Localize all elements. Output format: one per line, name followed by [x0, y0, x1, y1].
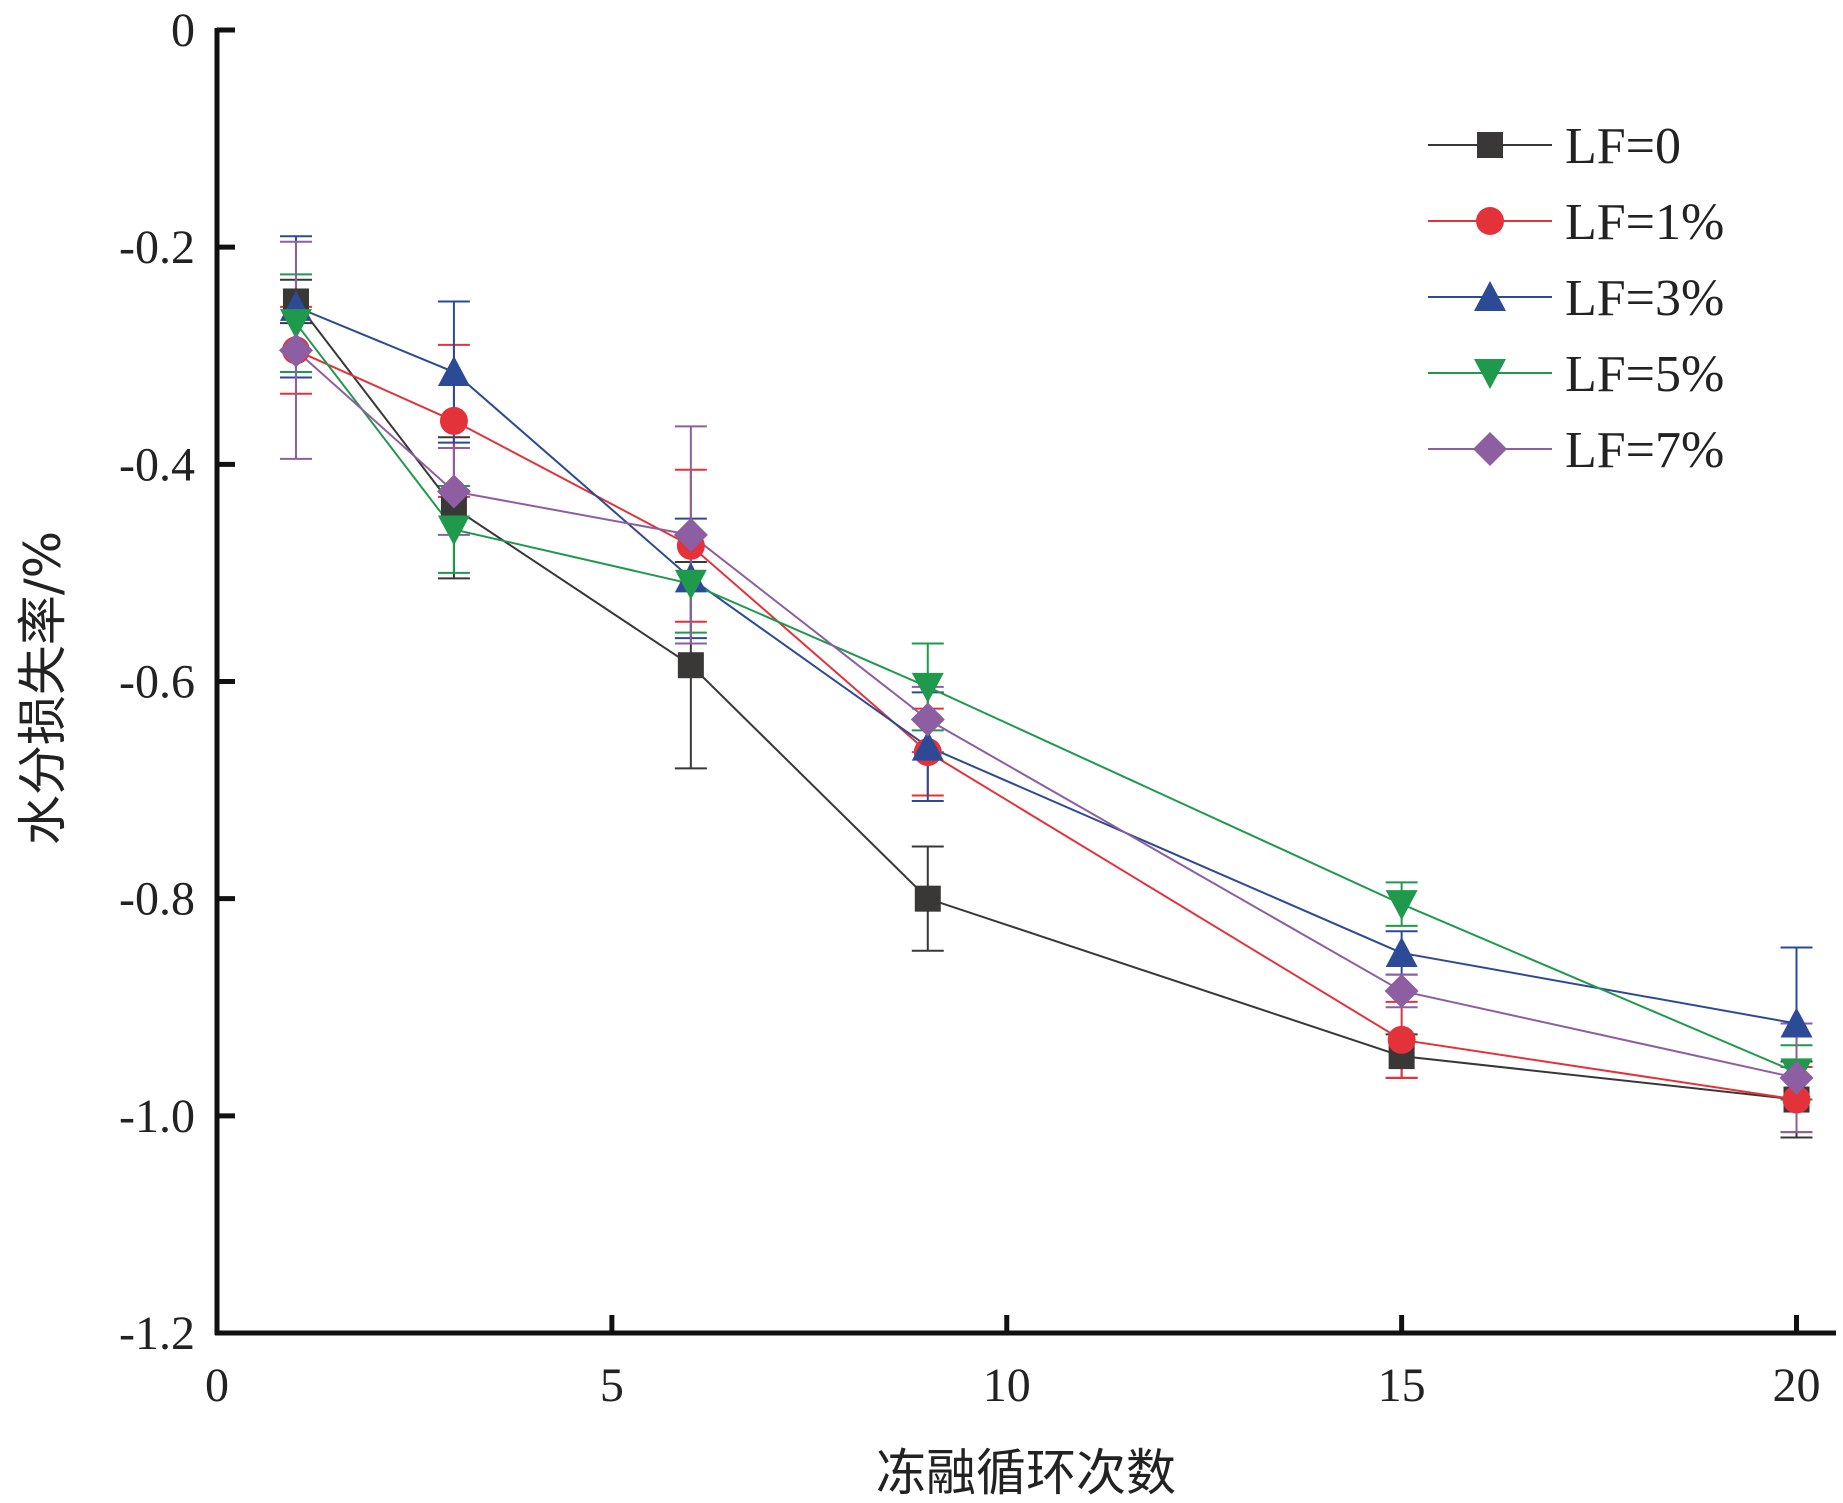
y-tick-label: -1.2	[119, 1307, 195, 1360]
x-ticks: 0 5 10 15 20	[205, 1315, 1821, 1412]
data-point-1-5	[1782, 1085, 1811, 1114]
data-point-4-2	[673, 517, 708, 552]
series-line-3	[295, 322, 1797, 1074]
data-point-3-0	[279, 309, 312, 340]
y-tick-label: -0.4	[119, 438, 195, 491]
series-line-0	[295, 300, 1797, 1101]
y-tick-label: -0.6	[119, 656, 195, 709]
x-tick-label: 15	[1378, 1359, 1426, 1412]
legend-label-2: LF=3%	[1565, 270, 1724, 327]
data-point-4-1	[436, 474, 471, 509]
x-tick-label: 5	[600, 1359, 624, 1412]
series-lines	[295, 300, 1797, 1101]
data-point-4-0	[278, 333, 313, 368]
y-tick-label: -1.0	[119, 1090, 195, 1143]
data-point-2-5	[1780, 1007, 1813, 1038]
legend-marker-1	[1476, 207, 1504, 235]
data-point-2-3	[911, 730, 944, 761]
y-ticks: 0 -0.2 -0.4 -0.6 -0.8 -1.0 -1.2	[119, 4, 235, 1360]
series-line-1	[295, 349, 1797, 1101]
y-tick-label: -0.2	[119, 221, 195, 274]
data-point-1-1	[439, 406, 468, 435]
x-axis-title: 冻融循环次数	[876, 1444, 1176, 1502]
data-point-2-1	[437, 356, 470, 387]
legend-label-0: LF=0	[1565, 118, 1681, 175]
data-point-3-4	[1385, 890, 1418, 921]
axes: 0 -0.2 -0.4 -0.6 -0.8 -1.0 -1.2 0 5 10 15 20	[119, 4, 1836, 1412]
series-line-4	[295, 349, 1797, 1079]
series-markers	[278, 288, 1814, 1114]
legend-marker-0	[1477, 132, 1503, 158]
legend-marker-4	[1473, 432, 1507, 466]
data-point-3-3	[911, 672, 944, 703]
legend-label-3: LF=5%	[1565, 346, 1724, 403]
data-point-3-2	[674, 569, 707, 600]
data-point-4-3	[910, 702, 945, 737]
data-point-4-5	[1779, 1060, 1814, 1095]
x-tick-label: 20	[1773, 1359, 1821, 1412]
y-axis-title: 水分损失率/%	[14, 531, 72, 845]
legend-marker-3	[1474, 359, 1506, 389]
legend-label-4: LF=7%	[1565, 422, 1724, 479]
y-tick-label: -0.8	[119, 873, 195, 926]
legend: LF=0 LF=1% LF=3% LF=5% LF=7%	[1428, 118, 1724, 479]
x-tick-label: 10	[983, 1359, 1031, 1412]
data-point-1-4	[1387, 1025, 1416, 1054]
series-line-2	[295, 305, 1797, 1025]
data-point-4-4	[1384, 973, 1419, 1008]
data-point-0-2	[677, 652, 704, 679]
x-tick-label: 0	[205, 1359, 229, 1412]
data-point-2-4	[1385, 936, 1418, 967]
data-point-0-3	[914, 885, 941, 912]
legend-marker-2	[1474, 281, 1506, 311]
plot-area	[278, 235, 1814, 1139]
y-tick-label: 0	[171, 4, 195, 57]
data-point-3-1	[437, 515, 470, 546]
legend-label-1: LF=1%	[1565, 194, 1724, 251]
